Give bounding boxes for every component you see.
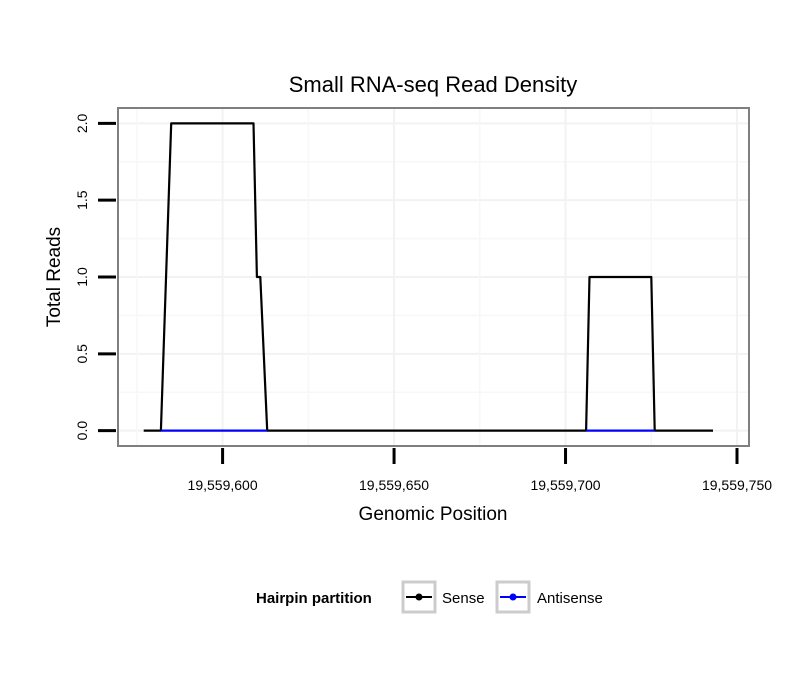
legend-item-sense: Sense bbox=[401, 580, 485, 614]
y-axis: 0.0 0.5 1.0 1.5 2.0 bbox=[74, 113, 116, 440]
x-tick-label: 19,559,700 bbox=[530, 477, 600, 493]
series-line-sense bbox=[143, 122, 713, 432]
y-axis-title: Total Reads bbox=[44, 227, 65, 327]
legend-key-antisense bbox=[495, 580, 531, 614]
legend-key-sense bbox=[401, 580, 437, 614]
legend-label-antisense: Antisense bbox=[537, 590, 603, 607]
legend-label-sense: Sense bbox=[442, 590, 485, 607]
y-tick-label: 1.5 bbox=[74, 190, 90, 210]
y-tick-label: 0.5 bbox=[74, 344, 90, 364]
legend-title: Hairpin partition bbox=[256, 590, 372, 607]
y-tick-label: 2.0 bbox=[74, 113, 90, 133]
legend-point-sense bbox=[415, 593, 423, 601]
y-tick-label: 0.0 bbox=[74, 421, 90, 441]
y-tick-label: 1.0 bbox=[74, 267, 90, 287]
x-tick-label: 19,559,600 bbox=[188, 477, 258, 493]
x-axis-title: Genomic Position bbox=[359, 504, 508, 525]
legend-item-antisense: Antisense bbox=[495, 580, 603, 614]
panel-border bbox=[117, 107, 750, 447]
legend: Hairpin partition Sense Antisense bbox=[256, 580, 603, 614]
x-tick-label: 19,559,750 bbox=[702, 477, 772, 493]
series-layer bbox=[143, 122, 713, 432]
x-axis: 19,559,600 19,559,650 19,559,700 19,559,750 bbox=[188, 448, 772, 493]
chart-title: Small RNA-seq Read Density bbox=[289, 72, 578, 97]
x-tick-label: 19,559,650 bbox=[359, 477, 429, 493]
legend-point-antisense bbox=[509, 593, 517, 601]
